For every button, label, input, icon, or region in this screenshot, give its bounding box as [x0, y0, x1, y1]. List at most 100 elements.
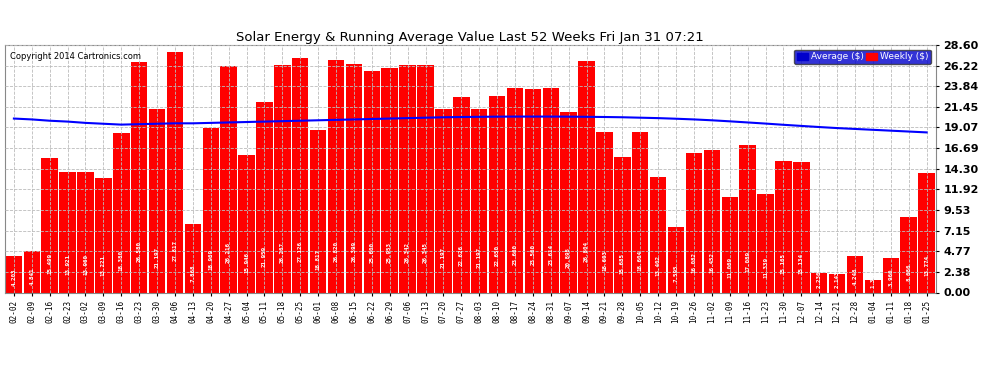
Bar [131, 63, 148, 292]
Bar [148, 109, 165, 292]
Text: 3.960: 3.960 [888, 268, 893, 286]
Bar [507, 88, 524, 292]
Bar [829, 274, 845, 292]
Bar [614, 157, 631, 292]
Text: 15.134: 15.134 [799, 253, 804, 274]
Title: Solar Energy & Running Average Value Last 52 Weeks Fri Jan 31 07:21: Solar Energy & Running Average Value Las… [237, 31, 704, 44]
Text: 18.603: 18.603 [602, 250, 607, 271]
Bar [740, 145, 756, 292]
Text: 4.203: 4.203 [12, 268, 17, 285]
Text: 18.969: 18.969 [208, 249, 213, 270]
Text: 27.126: 27.126 [298, 241, 303, 262]
Bar [543, 88, 559, 292]
Bar [632, 132, 648, 292]
Text: 26.580: 26.580 [137, 241, 142, 262]
Text: 25.600: 25.600 [369, 242, 374, 263]
Text: 13.960: 13.960 [83, 254, 88, 275]
Text: 11.069: 11.069 [728, 257, 733, 278]
Bar [328, 60, 345, 292]
Bar [399, 64, 416, 292]
Bar [704, 150, 720, 292]
Text: 13.221: 13.221 [101, 255, 106, 276]
Bar [793, 162, 810, 292]
Bar [757, 194, 774, 292]
Bar [203, 128, 219, 292]
Text: 2.236: 2.236 [817, 270, 822, 288]
Bar [346, 64, 362, 292]
Bar [256, 102, 272, 292]
Text: 26.399: 26.399 [351, 242, 356, 262]
Bar [596, 132, 613, 292]
Text: 4.248: 4.248 [852, 268, 857, 285]
Bar [292, 58, 309, 292]
Bar [453, 97, 469, 292]
Text: 22.650: 22.650 [495, 245, 500, 266]
Bar [95, 178, 112, 292]
Bar [882, 258, 899, 292]
Text: 21.197: 21.197 [477, 247, 482, 268]
Text: 23.660: 23.660 [513, 244, 518, 266]
Text: 21.197: 21.197 [441, 247, 446, 268]
Text: 21.959: 21.959 [262, 246, 267, 267]
Bar [221, 66, 237, 292]
Bar [24, 251, 40, 292]
Bar [649, 177, 666, 292]
Bar [239, 154, 254, 292]
Bar [436, 109, 451, 292]
Text: 15.165: 15.165 [781, 253, 786, 274]
Bar [113, 134, 130, 292]
Bar [811, 273, 828, 292]
Text: 21.197: 21.197 [154, 247, 159, 268]
Bar [560, 112, 577, 292]
Text: 23.614: 23.614 [548, 244, 553, 266]
Text: 18.604: 18.604 [638, 250, 643, 271]
Text: 16.082: 16.082 [691, 252, 696, 273]
Text: 13.921: 13.921 [65, 255, 70, 276]
Bar [775, 161, 792, 292]
Bar [59, 172, 76, 292]
Text: 16.452: 16.452 [710, 252, 715, 273]
Bar [864, 280, 881, 292]
Bar [166, 52, 183, 292]
Bar [722, 197, 738, 292]
Text: 7.868: 7.868 [190, 264, 195, 282]
Bar [846, 256, 863, 292]
Text: 15.499: 15.499 [48, 253, 52, 274]
Bar [471, 109, 487, 292]
Bar [6, 256, 22, 292]
Text: 18.817: 18.817 [316, 249, 321, 270]
Bar [310, 130, 327, 292]
Bar [184, 224, 201, 292]
Text: 2.143: 2.143 [835, 270, 840, 288]
Text: 25.953: 25.953 [387, 242, 392, 263]
Bar [919, 173, 935, 292]
Text: 23.560: 23.560 [531, 244, 536, 266]
Bar [686, 153, 702, 292]
Bar [363, 71, 380, 292]
Text: Copyright 2014 Cartronics.com: Copyright 2014 Cartronics.com [10, 53, 141, 62]
Text: 11.339: 11.339 [763, 257, 768, 278]
Text: 8.686: 8.686 [906, 263, 911, 281]
Bar [417, 64, 434, 292]
Bar [77, 172, 94, 292]
Text: 4.841: 4.841 [30, 267, 35, 285]
Legend: Average ($), Weekly ($): Average ($), Weekly ($) [794, 50, 931, 64]
Bar [381, 68, 398, 292]
Text: 13.402: 13.402 [655, 255, 660, 276]
Text: 26.267: 26.267 [280, 242, 285, 262]
Bar [525, 88, 542, 292]
Bar [578, 60, 595, 292]
Text: 7.595: 7.595 [673, 264, 678, 282]
Text: 15.946: 15.946 [245, 252, 249, 273]
Text: 13.774: 13.774 [924, 255, 929, 276]
Text: 26.820: 26.820 [334, 241, 339, 262]
Bar [489, 96, 505, 292]
Text: 1.392: 1.392 [870, 271, 875, 288]
Text: 26.345: 26.345 [423, 242, 428, 262]
Bar [668, 227, 684, 292]
Bar [274, 65, 291, 292]
Bar [901, 217, 917, 292]
Text: 20.895: 20.895 [566, 247, 571, 268]
Text: 18.380: 18.380 [119, 250, 124, 271]
Text: 27.817: 27.817 [172, 240, 177, 261]
